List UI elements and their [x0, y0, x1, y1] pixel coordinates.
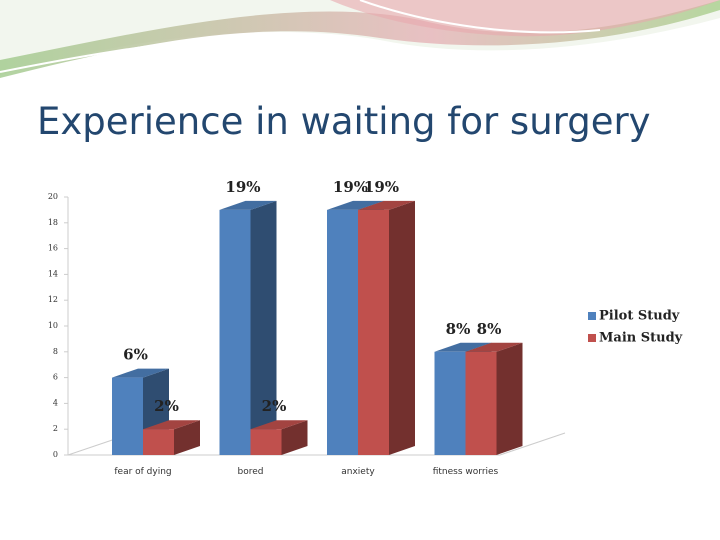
bar	[434, 351, 466, 455]
y-tick-label: 20	[48, 192, 58, 201]
bar	[327, 209, 358, 455]
header-decoration	[0, 0, 720, 78]
y-tick-label: 18	[48, 218, 58, 227]
y-tick-label: 6	[53, 373, 58, 382]
value-label: 19%	[225, 178, 260, 196]
bar	[219, 209, 251, 455]
bar	[358, 209, 389, 455]
slide-title: Experience in waiting for surgery	[37, 100, 651, 143]
y-tick-label: 16	[48, 244, 58, 253]
bar-top	[358, 200, 415, 210]
value-label: 19%	[364, 178, 399, 196]
y-tick-label: 0	[53, 450, 58, 459]
bar	[112, 377, 143, 455]
bar-side	[389, 200, 415, 455]
x-tick-label: fitness worries	[433, 467, 499, 477]
bar-top	[143, 420, 200, 430]
bar	[143, 429, 174, 455]
x-tick-label: fear of dying	[114, 467, 171, 477]
bar-side	[496, 342, 523, 455]
bar-top	[434, 342, 492, 352]
bar-top	[250, 420, 308, 430]
bar-top	[465, 342, 523, 352]
legend-label: Pilot Study	[599, 309, 680, 324]
legend-swatch	[588, 312, 596, 320]
y-tick-label: 4	[53, 398, 58, 407]
bar-top	[112, 368, 169, 378]
y-tick-label: 12	[48, 295, 58, 304]
y-tick-label: 2	[53, 424, 58, 433]
value-label: 8%	[477, 320, 502, 338]
bar	[250, 429, 282, 455]
value-label: 2%	[262, 397, 287, 415]
legend-swatch	[588, 334, 596, 342]
value-label: 8%	[446, 320, 471, 338]
value-label: 6%	[123, 346, 148, 364]
bar-side	[250, 200, 277, 455]
y-tick-label: 14	[48, 269, 58, 278]
bar-side	[281, 420, 308, 455]
bar-top	[327, 200, 384, 210]
bar-side	[174, 420, 200, 455]
x-tick-label: bored	[238, 467, 264, 477]
legend-label: Main Study	[599, 331, 683, 346]
x-tick-label: anxiety	[341, 467, 375, 477]
bar-top	[219, 200, 277, 210]
bar	[465, 351, 497, 455]
value-label: 2%	[154, 397, 179, 415]
y-tick-label: 10	[48, 321, 58, 330]
value-label: 19%	[333, 178, 368, 196]
y-tick-label: 8	[53, 347, 58, 356]
